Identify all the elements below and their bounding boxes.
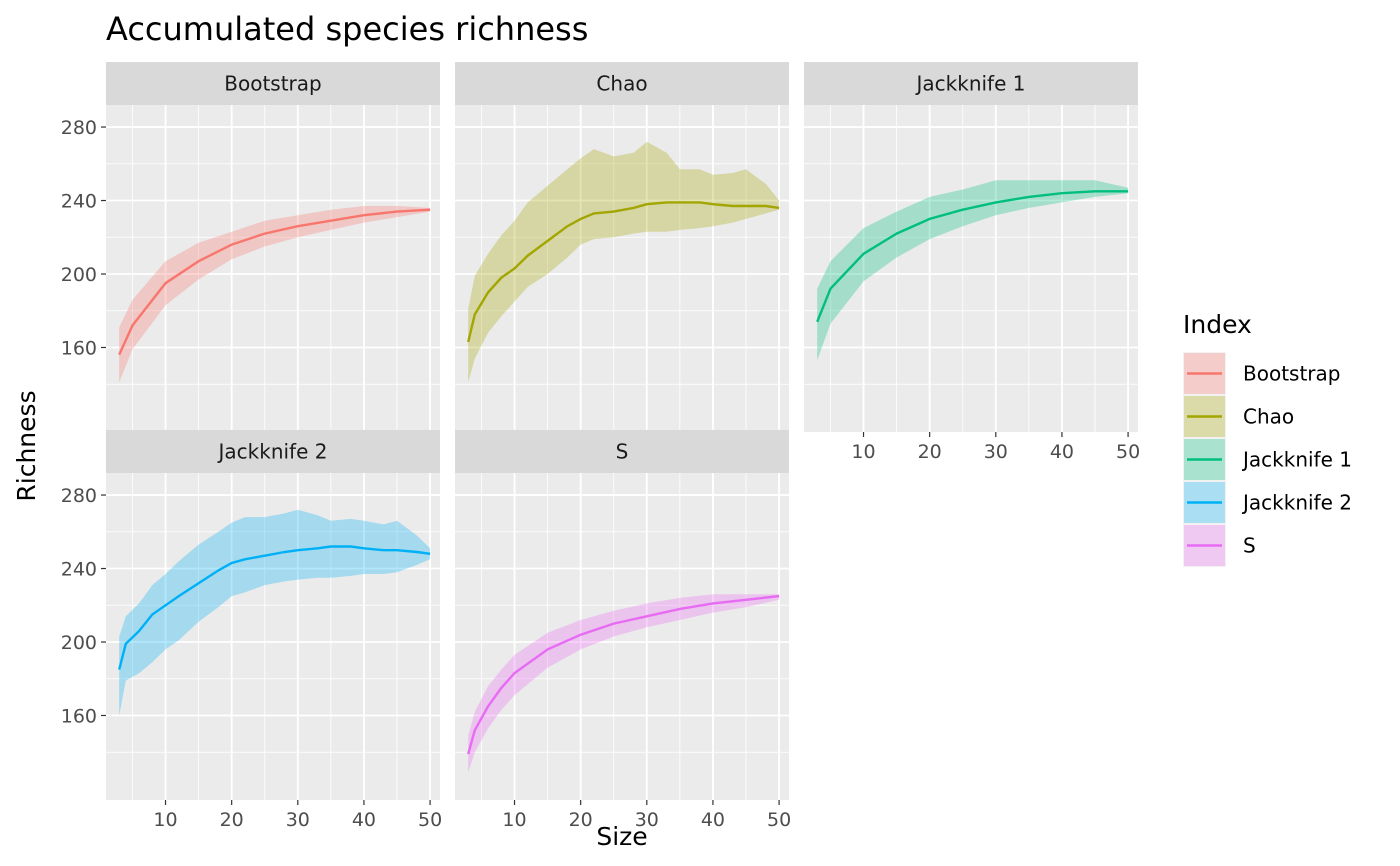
panel-jackknife-1: Jackknife 1 10 20 30 40 50 [804,62,1140,463]
x-tick-label: 30 [635,809,659,831]
x-tick-label: 50 [1116,441,1140,463]
panel-background [804,105,1138,432]
chart-title: Accumulated species richness [106,10,588,48]
ribbon-s [468,594,780,773]
y-tick-label: 200 [61,632,97,654]
panel-background [106,105,440,432]
x-tick-label: 40 [352,809,376,831]
legend-label: Bootstrap [1243,362,1340,386]
y-axis-title: Richness [12,390,41,501]
legend-item-chao: Chao [1183,395,1294,438]
x-tick-label: 10 [851,441,875,463]
panel-chao: Chao [455,62,789,432]
ribbon-jackknife-1 [817,180,1129,361]
x-tick-label: 20 [569,809,593,831]
x-tick-label: 10 [153,809,177,831]
x-tick-label: 10 [502,809,526,831]
x-axis-title: Size [596,822,647,851]
x-tick-label: 50 [418,809,442,831]
ribbon-bootstrap [119,206,431,383]
panel-jackknife-2: Jackknife 2 160 200 240 280 10 20 30 40 50 [61,430,442,831]
line-jackknife-1 [816,190,1129,323]
y-tick-label: 200 [61,264,97,286]
y-tick-label: 240 [61,191,97,213]
strip-chao [455,62,789,105]
x-tick-label: 40 [701,809,725,831]
ribbon-jackknife-2 [119,509,431,716]
legend-item-bootstrap: Bootstrap [1183,352,1340,395]
legend-label: Chao [1243,405,1294,429]
legend-label: Jackknife 1 [1241,448,1352,472]
strip-label-jackknife-1: Jackknife 1 [915,72,1026,96]
panel-s: S 10 20 30 40 50 [455,430,791,831]
strip-jackknife-1 [804,62,1138,105]
line-chao [467,201,780,343]
strip-jackknife-2 [106,430,440,473]
x-tick-label: 20 [918,441,942,463]
strip-label-chao: Chao [596,72,647,96]
legend-label: Jackknife 2 [1241,491,1352,515]
y-tick-label: 160 [61,337,97,359]
y-tick-label: 240 [61,559,97,581]
legend-item-jackknife-1: Jackknife 1 [1183,438,1352,481]
x-tick-label: 40 [1050,441,1074,463]
strip-label-jackknife-2: Jackknife 2 [217,440,328,464]
legend-item-jackknife-2: Jackknife 2 [1183,481,1352,524]
facet-panels: Bootstrap 160 200 240 280 Chao Jackknife 1 10 20… [61,62,1140,831]
legend-item-s: S [1183,524,1256,567]
panel-bootstrap: Bootstrap 160 200 240 280 [61,62,440,432]
legend-items: Bootstrap Chao Jackknife 1 Jackknife 2 S [1183,352,1352,567]
x-tick-label: 30 [984,441,1008,463]
strip-bootstrap [106,62,440,105]
x-tick-label: 20 [220,809,244,831]
x-tick-label: 50 [767,809,791,831]
legend-title: Index [1183,310,1252,339]
legend: Index Bootstrap Chao Jackknife 1 Jackknife … [1183,310,1352,567]
y-tick-label: 280 [61,485,97,507]
panel-background [106,473,440,800]
x-tick-label: 30 [286,809,310,831]
panel-background [455,105,789,432]
y-tick-label: 280 [61,117,97,139]
legend-label: S [1243,534,1256,558]
strip-s [455,430,789,473]
line-s [467,594,780,755]
panel-background [455,473,789,800]
line-bootstrap [118,208,431,356]
y-tick-label: 160 [61,705,97,727]
line-jackknife-2 [118,545,431,670]
strip-label-s: S [616,440,629,464]
strip-label-bootstrap: Bootstrap [224,72,321,96]
